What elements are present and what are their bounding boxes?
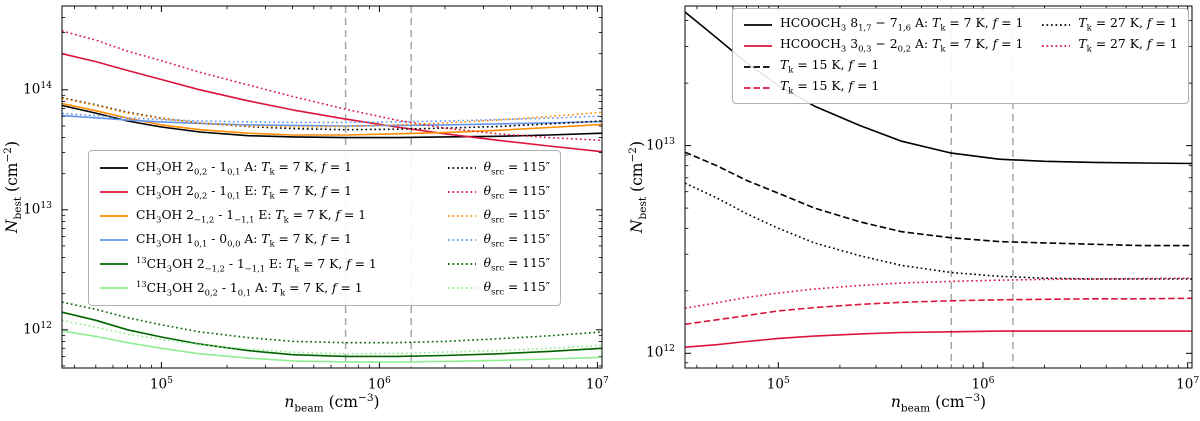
x-tick-label: 107 (585, 375, 609, 393)
series-line-0 (61, 104, 603, 139)
left-x-axis-label: nbeam (cm−3) (284, 392, 380, 415)
series-line-4 (61, 311, 603, 358)
right-y-axis-label: Nbest (cm−2) (626, 140, 650, 234)
x-tick-label: 107 (1176, 375, 1200, 393)
axes-frame (684, 5, 1193, 369)
legend-line-sample (744, 65, 772, 68)
legend-entry-label: Tk = 27 K, f = 1 (1078, 36, 1178, 54)
legend-entry-label: θsrc = 115″ (483, 231, 551, 249)
legend-entry-label: θsrc = 115″ (483, 183, 551, 201)
right-chart-panel: Nbest (cm−2) nbeam (cm−3) HCOOCH3 81,7 −… (620, 0, 1200, 421)
right-legend: HCOOCH3 81,7 − 71,6 A: Tk = 7 K, f = 1 HC… (732, 8, 1189, 104)
x-tick-label: 105 (766, 375, 790, 393)
legend-line-sample (100, 239, 128, 241)
legend-entry: 13CH3OH 2−1,2 - 1−1,1 E: Tk = 7 K, f = 1 (99, 252, 377, 276)
legend-entry-label: CH3OH 10,1 - 00,0 A: Tk = 7 K, f = 1 (136, 231, 352, 249)
legend-line-sample (100, 215, 128, 217)
series-line-5 (61, 330, 603, 363)
legend-entry: CH3OH 20,2 - 10,1 E: Tk = 7 K, f = 1 (99, 180, 377, 204)
series-line-5 (684, 277, 1193, 309)
legend-entry: CH3OH 20,2 - 10,1 A: Tk = 7 K, f = 1 (99, 156, 377, 180)
legend-entry-label: CH3OH 2−1,2 - 1−1,1 E: Tk = 7 K, f = 1 (136, 207, 367, 225)
left-chart-panel: Nbest (cm−2) nbeam (cm−3) CH3OH 20,2 - 1… (1, 5, 609, 415)
legend-entry: HCOOCH3 81,7 − 71,6 A: Tk = 7 K, f = 1 (743, 14, 1023, 35)
legend-line-sample (100, 167, 128, 169)
legend-entry: θsrc = 115″ (447, 276, 551, 300)
left-plot-canvas (61, 5, 603, 369)
right-x-axis-label: nbeam (cm−3) (890, 392, 987, 415)
legend-line-sample (447, 239, 476, 241)
legend-line-sample (1042, 23, 1071, 26)
legend-column: CH3OH 20,2 - 10,1 A: Tk = 7 K, f = 1 CH3O… (99, 156, 377, 300)
right-plot-canvas (684, 5, 1193, 369)
legend-line-sample (1042, 44, 1071, 47)
legend-entry-label: θsrc = 115″ (483, 159, 551, 177)
legend-entry-label: Tk = 15 K, f = 1 (780, 57, 880, 75)
legend-line-sample (100, 191, 128, 193)
legend-entry-label: θsrc = 115″ (483, 255, 551, 273)
legend-entry: Tk = 15 K, f = 1 (743, 77, 1023, 98)
x-tick-label: 105 (149, 375, 173, 393)
series-line-7 (61, 30, 603, 142)
legend-line-sample (100, 263, 128, 265)
legend-entry-label: CH3OH 20,2 - 10,1 E: Tk = 7 K, f = 1 (136, 183, 352, 201)
legend-entry-label: 13CH3OH 20,2 - 10,1 A: Tk = 7 K, f = 1 (136, 278, 363, 298)
legend-entry: CH3OH 2−1,2 - 1−1,1 E: Tk = 7 K, f = 1 (99, 204, 377, 228)
legend-line-sample (447, 191, 476, 193)
legend-entry: θsrc = 115″ (447, 180, 551, 204)
legend-entry: Tk = 27 K, f = 1 (1041, 35, 1178, 56)
y-tick-label: 1013 (23, 199, 52, 218)
legend-line-sample (447, 263, 476, 265)
legend-entry: θsrc = 115″ (447, 228, 551, 252)
legend-line-sample (744, 23, 772, 26)
series-line-9 (61, 112, 603, 124)
legend-entry: θsrc = 115″ (447, 252, 551, 276)
legend-entry: Tk = 27 K, f = 1 (1041, 14, 1178, 35)
legend-column: HCOOCH3 81,7 − 71,6 A: Tk = 7 K, f = 1 HC… (743, 14, 1023, 98)
legend-line-sample (447, 167, 476, 169)
left-y-axis-label: Nbest (cm−2) (1, 140, 25, 234)
y-tick-label: 1012 (23, 319, 52, 338)
series-line-2 (61, 102, 603, 136)
y-tick-label: 1013 (646, 135, 675, 154)
legend-entry-label: θsrc = 115″ (483, 207, 551, 225)
legend-entry: 13CH3OH 20,2 - 10,1 A: Tk = 7 K, f = 1 (99, 276, 377, 300)
legend-entry-label: Tk = 27 K, f = 1 (1078, 15, 1178, 33)
legend-entry: HCOOCH3 30,3 − 20,2 A: Tk = 7 K, f = 1 (743, 35, 1023, 56)
legend-entry-label: HCOOCH3 30,3 − 20,2 A: Tk = 7 K, f = 1 (780, 36, 1024, 54)
legend-line-sample (447, 287, 476, 289)
legend-entry-label: 13CH3OH 2−1,2 - 1−1,1 E: Tk = 7 K, f = 1 (136, 254, 377, 274)
legend-column: θsrc = 115″ θsrc = 115″ θsrc = 115″ θsrc = … (447, 156, 551, 300)
axes-frame (61, 5, 603, 369)
series-line-1 (61, 52, 603, 153)
series-line-1 (684, 330, 1192, 348)
legend-line-sample (744, 86, 772, 89)
legend-entry-label: CH3OH 20,2 - 10,1 A: Tk = 7 K, f = 1 (136, 159, 352, 177)
series-line-2 (684, 151, 1192, 247)
series-line-3 (684, 297, 1193, 326)
legend-column: Tk = 27 K, f = 1 Tk = 27 K, f = 1 (1041, 14, 1178, 56)
legend-line-sample (744, 44, 772, 47)
legend-entry: θsrc = 115″ (447, 156, 551, 180)
x-tick-label: 106 (367, 375, 391, 393)
series-line-4 (684, 182, 1192, 280)
series-line-3 (61, 114, 603, 127)
legend-entry-label: θsrc = 115″ (483, 279, 551, 297)
series-line-6 (61, 96, 603, 131)
y-tick-label: 1014 (23, 79, 52, 98)
legend-line-sample (100, 287, 128, 289)
left-legend: CH3OH 20,2 - 10,1 A: Tk = 7 K, f = 1 CH3O… (88, 150, 562, 306)
series-line-10 (61, 301, 603, 344)
y-tick-label: 1012 (646, 343, 675, 361)
legend-line-sample (447, 215, 476, 217)
x-tick-label: 106 (971, 375, 995, 393)
series-line-11 (61, 319, 603, 355)
legend-entry: θsrc = 115″ (447, 204, 551, 228)
legend-entry: Tk = 15 K, f = 1 (743, 56, 1023, 77)
legend-entry-label: Tk = 15 K, f = 1 (780, 78, 880, 96)
legend-entry-label: HCOOCH3 81,7 − 71,6 A: Tk = 7 K, f = 1 (780, 15, 1024, 33)
legend-entry: CH3OH 10,1 - 00,0 A: Tk = 7 K, f = 1 (99, 228, 377, 252)
